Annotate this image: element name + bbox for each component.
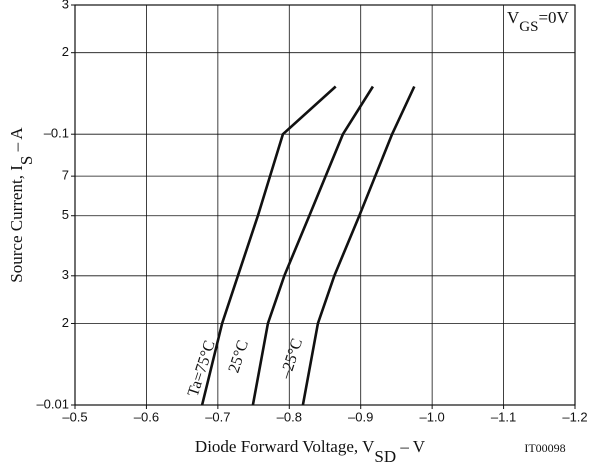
annotation-text: V	[507, 8, 520, 27]
footnote: IT00098	[524, 441, 565, 455]
y-tick-label: 3	[62, 267, 69, 282]
x-tick-label: –1.1	[491, 409, 516, 424]
y-tick-label: 3	[62, 0, 69, 11]
x-label-sub: SD	[374, 447, 396, 465]
y-label-sub: S	[17, 156, 36, 165]
annotation-tail: =0V	[538, 8, 569, 27]
x-axis-label: Diode Forward Voltage, VSD – V	[195, 437, 426, 465]
x-label-tail: – V	[396, 437, 426, 456]
x-tick-label: –0.6	[134, 409, 159, 424]
y-tick-label: 5	[62, 207, 69, 222]
y-axis-label: Source Current, IS – A	[7, 127, 36, 283]
y-tick-label: 2	[62, 315, 69, 330]
y-tick-label: 7	[62, 168, 69, 183]
curve-label: Ta=75°C	[185, 338, 219, 398]
x-tick-label: –0.7	[205, 409, 230, 424]
x-label-text: Diode Forward Voltage, V	[195, 437, 375, 456]
y-label-tail: – A	[7, 127, 26, 156]
y-tick-label: –0.1	[44, 126, 69, 141]
annotation: VGS=0V	[507, 8, 570, 35]
annotation-sub: GS	[519, 19, 538, 35]
curve	[301, 85, 416, 406]
curve-label: 25°C	[226, 338, 252, 375]
curve	[200, 85, 337, 406]
x-tick-label: –0.9	[348, 409, 373, 424]
curve	[251, 85, 375, 406]
y-tick-label: 2	[62, 44, 69, 59]
plot-frame	[74, 4, 576, 406]
y-label-text: Source Current, I	[7, 165, 26, 283]
x-tick-label: –0.8	[277, 409, 302, 424]
curve-label: –25°C	[277, 336, 306, 381]
x-tick-label: –1.2	[562, 409, 587, 424]
x-tick-label: –0.5	[62, 409, 87, 424]
x-tick-label: –1.0	[419, 409, 444, 424]
y-tick-label: –0.01	[36, 396, 69, 411]
